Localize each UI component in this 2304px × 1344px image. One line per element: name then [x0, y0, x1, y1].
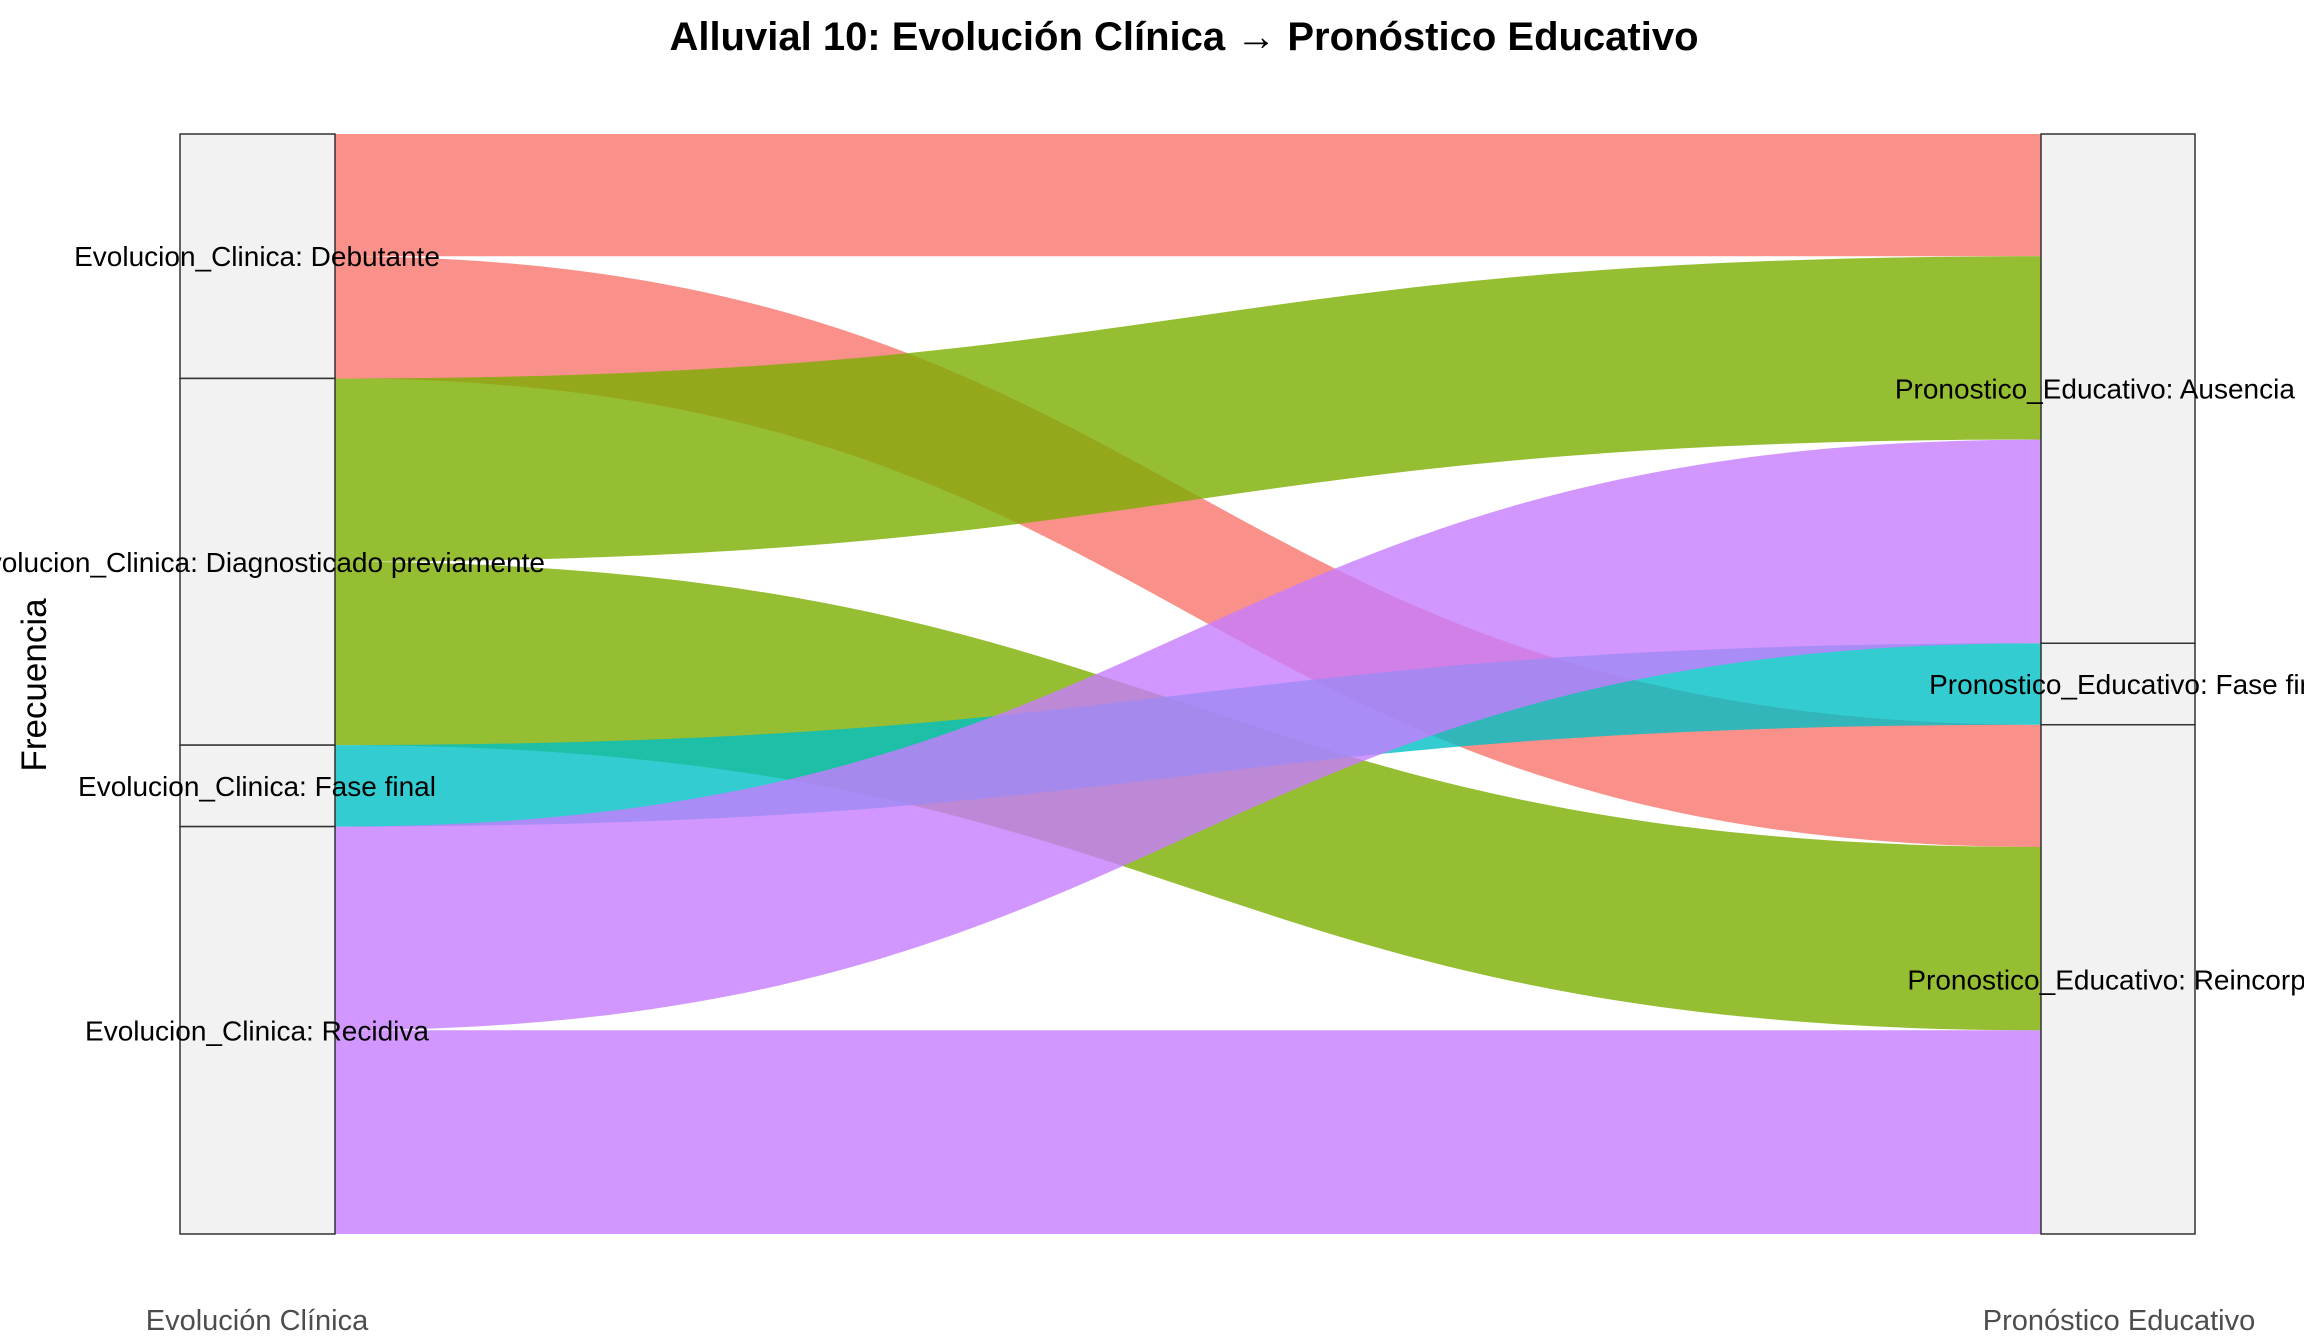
stratum-left-debutante — [179, 133, 336, 380]
stratum-left-fase-final — [179, 744, 336, 828]
stratum-label-right-ausencia: Pronostico_Educativo: Ausencia pro — [1895, 374, 2304, 405]
flow-diagnosticado-previamente-to-ausencia — [335, 256, 2041, 562]
x-axis-label-left: Evolución Clínica — [146, 1305, 369, 1337]
flow-recidiva-to-reincorporacion — [335, 1030, 2041, 1234]
y-axis-label: Frecuencia — [15, 598, 54, 772]
stratum-left-recidiva — [179, 825, 336, 1235]
chart-title: Alluvial 10: Evolución Clínica → Pronóst… — [669, 15, 1698, 59]
stratum-right-ausencia — [2040, 133, 2196, 645]
stratum-label-left-fase-final: Evolucion_Clinica: Fase final — [78, 771, 436, 802]
stratum-label-left-recidiva: Evolucion_Clinica: Recidiva — [85, 1015, 429, 1046]
flow-recidiva-to-ausencia — [335, 439, 2041, 1031]
stratum-label-left-debutante: Evolucion_Clinica: Debutante — [74, 241, 440, 272]
stratum-right-fase-final — [2040, 642, 2196, 726]
stratum-label-right-reincorporacion: Pronostico_Educativo: Reincorpor — [1907, 964, 2304, 995]
strata — [179, 133, 2196, 1235]
stratum-label-right-fase-final: Pronostico_Educativo: Fase fir — [1929, 669, 2304, 700]
stratum-right-reincorporacion — [2040, 723, 2196, 1235]
stratum-labels: Evolucion_Clinica: Debutante Evolucion_Cl… — [0, 241, 2304, 1046]
x-axis-label-right: Pronóstico Educativo — [1983, 1305, 2255, 1337]
flows — [335, 134, 2041, 1234]
stratum-left-diagnosticado-previamente — [179, 377, 336, 746]
flow-debutante-to-ausencia — [335, 134, 2041, 257]
stratum-label-left-diagnosticado-previamente: Evolucion_Clinica: Diagnosticado previam… — [0, 547, 545, 578]
